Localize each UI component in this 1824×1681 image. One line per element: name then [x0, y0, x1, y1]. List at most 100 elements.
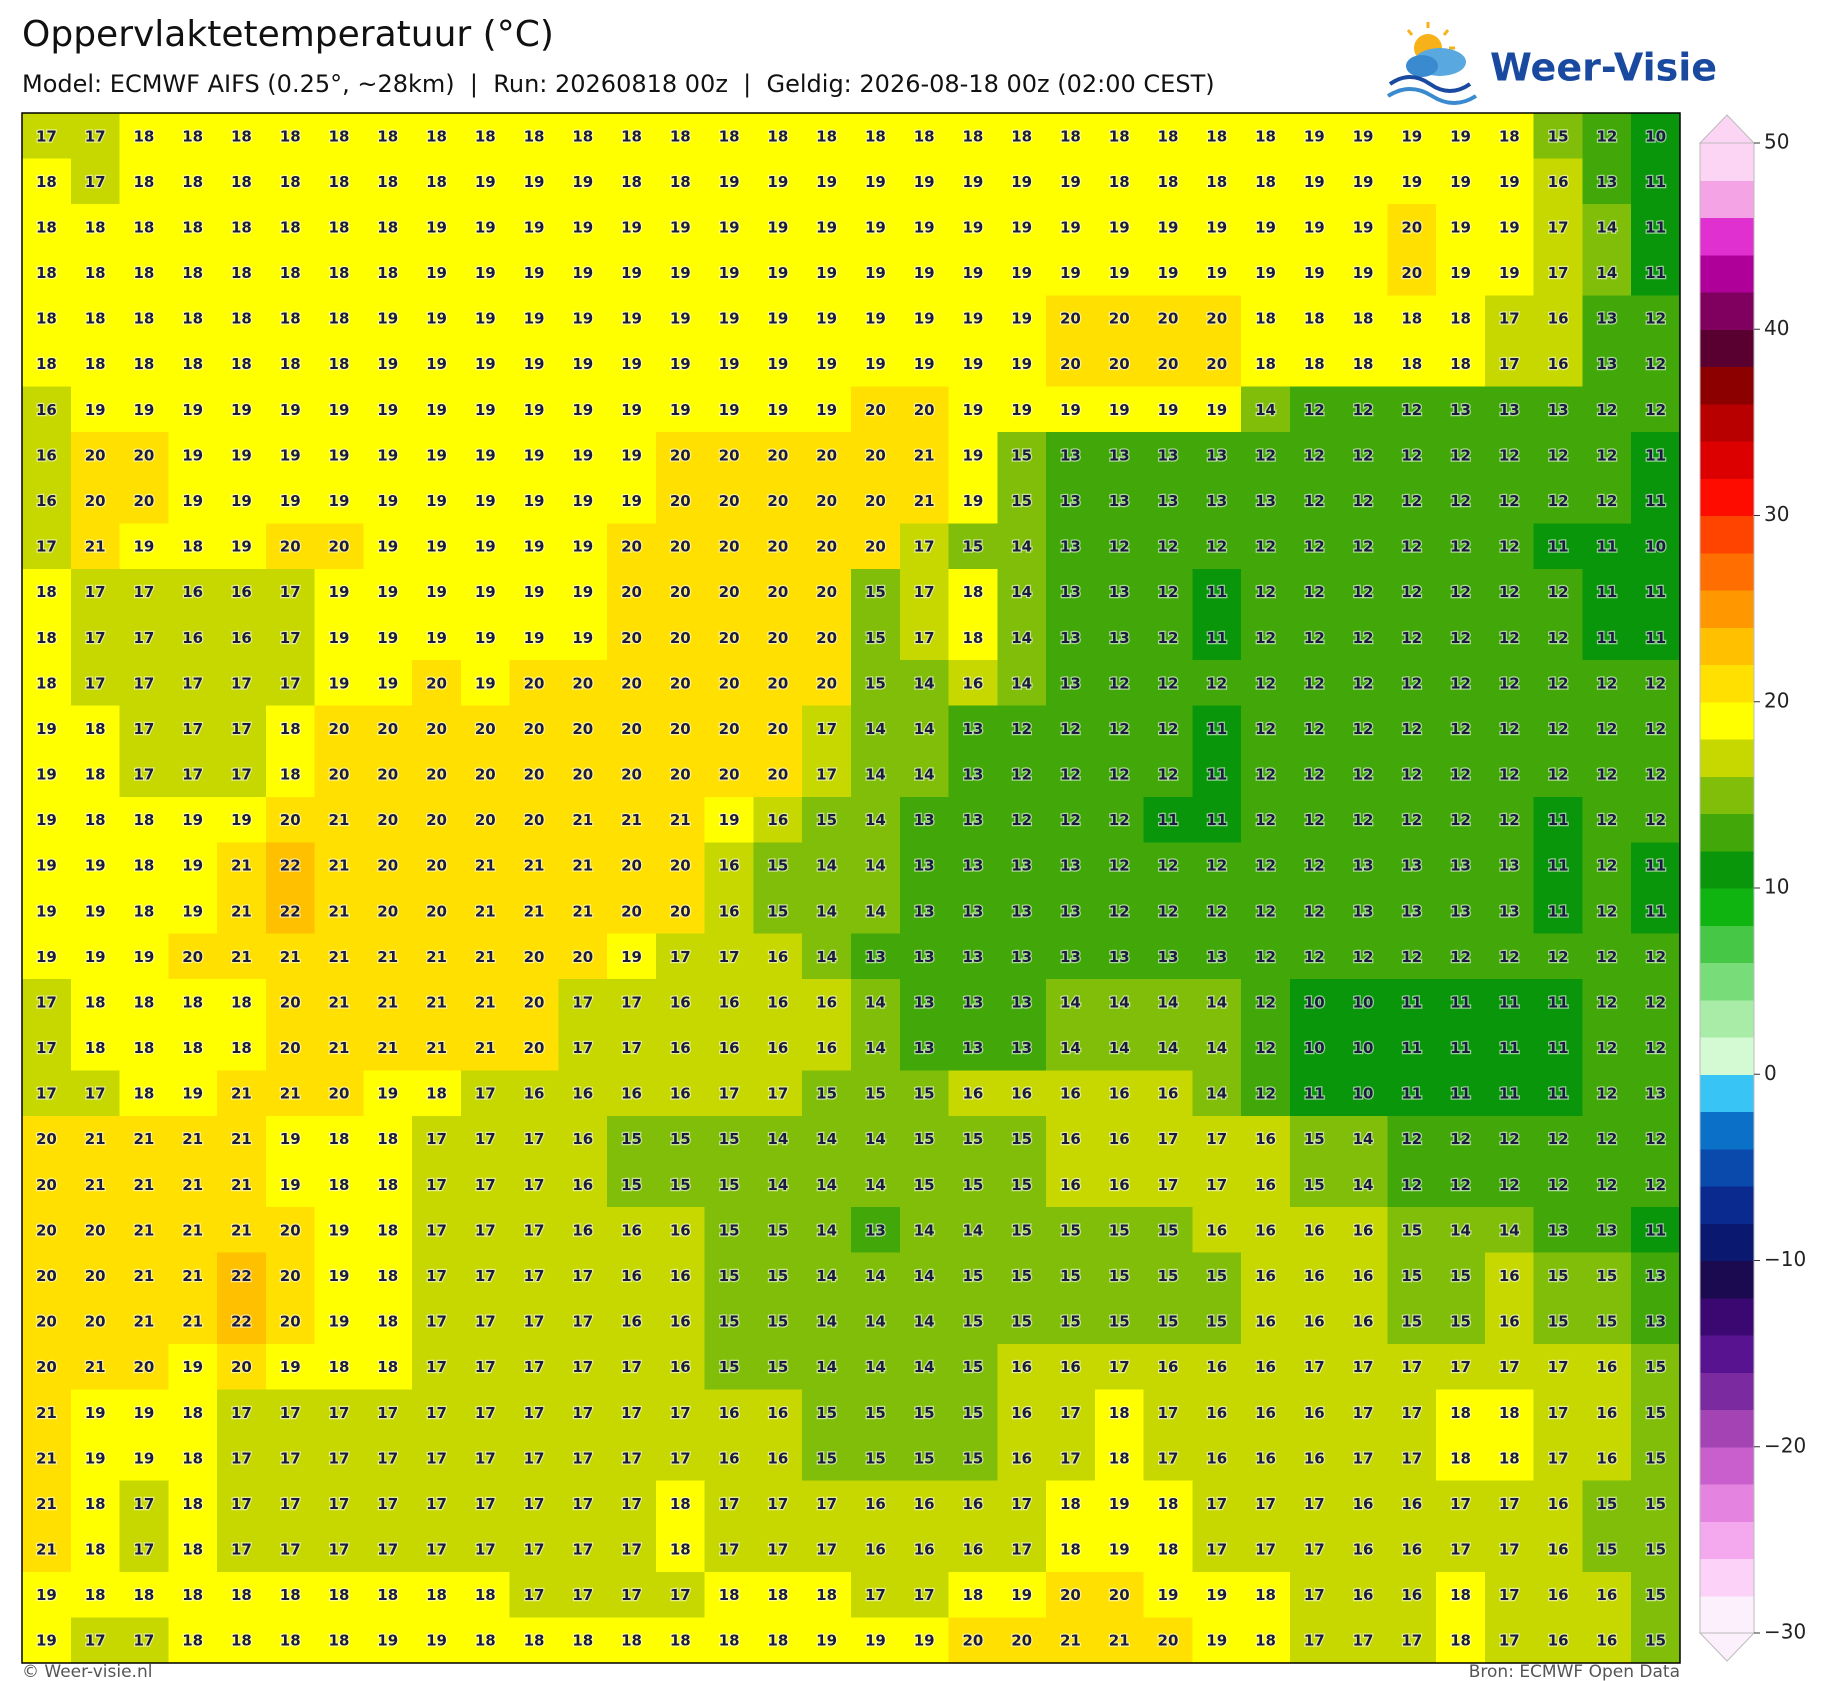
temp-cell [412, 1070, 462, 1117]
temp-value: 17 [36, 993, 57, 1011]
temp-value: 17 [1304, 1586, 1325, 1604]
temp-cell [119, 204, 169, 251]
temp-cell [802, 614, 852, 661]
temp-value: 19 [329, 583, 350, 601]
temp-cell [314, 888, 364, 935]
temp-value: 19 [1206, 264, 1227, 282]
temp-value: 17 [85, 583, 106, 601]
temp-value: 18 [133, 173, 154, 191]
temp-value: 13 [1645, 1313, 1666, 1331]
temp-value: 19 [572, 583, 593, 601]
temp-cell [70, 386, 121, 433]
temp-value: 16 [1255, 1404, 1276, 1422]
temp-value: 16 [1401, 1541, 1422, 1559]
temp-cell [851, 705, 901, 752]
temp-value: 18 [377, 218, 398, 236]
temp-value: 18 [621, 1632, 642, 1650]
temp-cell [948, 751, 998, 798]
temp-value: 14 [914, 720, 935, 738]
temp-value: 19 [816, 264, 837, 282]
temp-value: 12 [1353, 583, 1374, 601]
temp-cell [1338, 796, 1388, 843]
temp-value: 16 [621, 1313, 642, 1331]
temp-cell [1241, 705, 1291, 752]
temp-cell [997, 1480, 1047, 1527]
temp-value: 20 [572, 948, 593, 966]
temp-value: 17 [524, 1586, 545, 1604]
temp-value: 21 [231, 1221, 252, 1239]
temp-value: 15 [816, 1449, 837, 1467]
temp-cell [802, 1115, 852, 1163]
temp-value: 17 [816, 1495, 837, 1513]
temp-value: 16 [1109, 1085, 1130, 1103]
temp-value: 21 [329, 1039, 350, 1057]
temp-cell [1631, 888, 1681, 935]
temp-value: 17 [524, 1404, 545, 1422]
temp-value: 16 [621, 1085, 642, 1103]
temp-value: 15 [1596, 1313, 1617, 1331]
temp-value: 17 [914, 583, 935, 601]
temp-value: 11 [1645, 218, 1666, 236]
temp-cell [655, 1298, 706, 1345]
temp-cell [1143, 1480, 1193, 1527]
temp-value: 19 [475, 446, 496, 464]
temp-cell [217, 158, 267, 205]
temp-value: 12 [1596, 1130, 1617, 1148]
colorbar-bin [1700, 1074, 1754, 1112]
temp-cell [363, 1024, 413, 1071]
temp-value: 19 [572, 446, 593, 464]
temp-value: 18 [182, 1404, 203, 1422]
temp-value: 19 [962, 401, 983, 419]
temp-value: 14 [816, 1130, 837, 1148]
temp-value: 10 [1353, 1085, 1374, 1103]
temp-value: 16 [1304, 1313, 1325, 1331]
temp-cell [168, 1070, 218, 1117]
temp-cell [363, 204, 413, 251]
temp-value: 20 [36, 1313, 57, 1331]
temp-cell [1631, 158, 1681, 205]
temp-cell [314, 979, 364, 1026]
temp-cell [899, 249, 950, 296]
temp-value: 16 [1596, 1586, 1617, 1604]
temp-cell [1387, 842, 1437, 889]
temp-value: 15 [1596, 1495, 1617, 1513]
temp-value: 18 [865, 127, 886, 145]
temp-value: 12 [1645, 811, 1666, 829]
temp-cell [1484, 477, 1535, 524]
temp-cell [607, 1161, 657, 1208]
temp-cell [1436, 1161, 1486, 1208]
temp-cell [1436, 1435, 1486, 1482]
temp-cell [607, 1343, 657, 1390]
temp-value: 16 [767, 948, 788, 966]
temp-value: 17 [524, 1313, 545, 1331]
temp-value: 13 [1596, 310, 1617, 328]
temp-cell [460, 1070, 511, 1117]
temp-cell [168, 1480, 218, 1527]
colorbar-bin [1700, 590, 1754, 628]
temp-value: 19 [231, 811, 252, 829]
temp-value: 20 [767, 720, 788, 738]
temp-value: 19 [572, 355, 593, 373]
temp-cell [607, 705, 657, 752]
temp-cell [1192, 705, 1242, 752]
temp-cell [1436, 751, 1486, 798]
temp-value: 18 [85, 1541, 106, 1559]
temp-value: 12 [1548, 1176, 1569, 1194]
temp-cell [460, 888, 511, 935]
temp-cell [802, 933, 852, 980]
temp-cell [899, 158, 950, 205]
temp-cell [1143, 1207, 1193, 1254]
temp-value: 17 [475, 1221, 496, 1239]
temp-cell [851, 1024, 901, 1071]
temp-cell [851, 1252, 901, 1299]
temp-cell [899, 477, 950, 524]
temp-value: 17 [36, 1039, 57, 1057]
temp-value: 18 [816, 127, 837, 145]
temp-value: 20 [1109, 310, 1130, 328]
temp-cell [1094, 1024, 1145, 1071]
temp-cell [314, 1024, 364, 1071]
temp-value: 12 [1304, 811, 1325, 829]
temp-cell [70, 1617, 121, 1664]
temp-value: 18 [377, 173, 398, 191]
temp-value: 19 [133, 948, 154, 966]
